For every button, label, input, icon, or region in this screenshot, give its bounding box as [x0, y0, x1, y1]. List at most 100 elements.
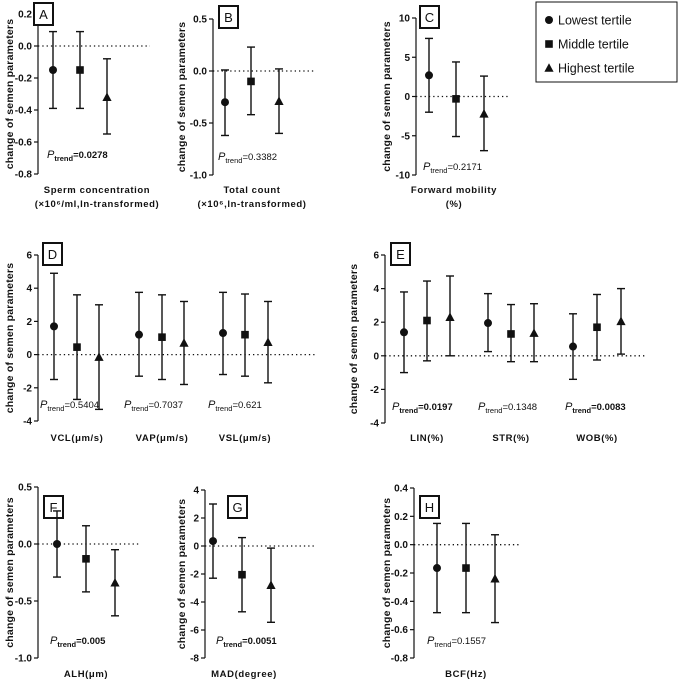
- data-point-circle: [53, 510, 61, 578]
- mean-marker-square: [76, 66, 84, 74]
- y-tick-label: -0.6: [391, 625, 409, 636]
- y-tick-label: 0.5: [193, 15, 207, 26]
- p-subscript: trend: [215, 404, 232, 413]
- mean-marker-square: [82, 555, 90, 563]
- x-axis-label: (%): [446, 199, 463, 210]
- p-subscript: trend: [572, 406, 591, 415]
- mean-marker-square: [452, 95, 460, 103]
- mean-marker-circle: [569, 342, 577, 351]
- y-tick-label: 0.2: [18, 10, 32, 21]
- data-point-triangle: [274, 68, 284, 135]
- panel-letter: E: [396, 247, 405, 262]
- p-trend-annotation: Ptrend=0.3382: [218, 151, 277, 165]
- p-value: =0.0278: [73, 150, 108, 161]
- p-symbol: P: [216, 635, 224, 647]
- mean-marker-triangle: [110, 577, 120, 587]
- y-tick-label: 0.4: [394, 484, 408, 495]
- mean-marker-circle: [219, 329, 227, 338]
- p-subscript: trend: [434, 640, 451, 649]
- panel-letter-box: [43, 495, 64, 519]
- y-axis-label: change of semen parameters: [4, 263, 16, 414]
- mean-marker-triangle: [490, 573, 500, 583]
- y-tick-label: 6: [26, 251, 32, 262]
- mean-marker-triangle: [616, 316, 626, 326]
- mean-marker-circle: [135, 330, 143, 339]
- mean-marker-square: [238, 570, 246, 579]
- mean-marker-triangle: [479, 108, 489, 118]
- mean-marker-triangle: [529, 328, 539, 337]
- y-tick-label: 0: [193, 542, 199, 553]
- y-tick-label: -4: [370, 419, 379, 430]
- p-symbol: P: [47, 149, 55, 161]
- p-symbol: P: [50, 635, 58, 647]
- panel-d: 6 4 2 0 -2 -4 change of semen parameters D Ptren…: [4, 242, 315, 444]
- data-point-square: [423, 280, 431, 362]
- y-tick-label: 6: [373, 251, 379, 262]
- p-trend-annotation: Ptrend=0.1557: [427, 635, 486, 649]
- p-value: =0.0197: [418, 402, 453, 413]
- x-axis-label: VAP(μm/s): [136, 433, 189, 444]
- data-point-triangle: [479, 75, 489, 152]
- data-point-circle: [433, 522, 441, 614]
- panel-letter: C: [425, 10, 434, 25]
- data-point-square: [82, 525, 90, 593]
- p-symbol: P: [40, 399, 48, 411]
- p-value: =0.7037: [148, 400, 183, 411]
- y-tick-label: 0: [404, 92, 410, 103]
- y-axis-label: change of semen parameters: [176, 499, 188, 650]
- mean-marker-square: [241, 330, 249, 339]
- p-trend-annotation: Ptrend=0.5404: [40, 399, 99, 413]
- x-axis-label: BCF(Hz): [445, 669, 487, 679]
- mean-marker-triangle: [266, 580, 276, 589]
- y-tick-label: -4: [23, 417, 32, 428]
- y-tick-label: 0.0: [394, 540, 408, 551]
- mean-marker-circle: [209, 537, 217, 546]
- p-symbol: P: [392, 401, 400, 413]
- panel-letter-box: [218, 5, 239, 29]
- y-tick-label: -10: [396, 171, 411, 182]
- x-axis-label: Total count: [223, 185, 280, 196]
- p-value: =0.005: [76, 636, 106, 647]
- p-subscript: trend: [131, 404, 148, 413]
- p-value: =0.3382: [242, 152, 277, 163]
- x-axis-label: Forward mobility: [411, 185, 497, 196]
- data-point-circle: [484, 292, 492, 353]
- mean-marker-square: [73, 343, 81, 351]
- p-value: =0.1348: [502, 402, 537, 413]
- p-value: =0.0051: [242, 636, 277, 647]
- y-axis-label: change of semen parameters: [348, 264, 360, 415]
- y-tick-label: -2: [190, 570, 199, 581]
- p-subscript: trend: [399, 406, 418, 415]
- y-tick-label: 5: [404, 53, 410, 64]
- p-symbol: P: [565, 401, 573, 413]
- y-axis-label: change of semen parameters: [381, 21, 393, 172]
- panel-letter-box: [390, 242, 411, 266]
- data-point-triangle: [110, 549, 120, 617]
- y-tick-label: -2: [370, 385, 379, 396]
- p-trend-annotation: Ptrend=0.0278: [47, 149, 108, 163]
- mean-marker-square: [462, 564, 470, 572]
- panel-letter-box: [419, 495, 440, 519]
- x-axis-label: (×10⁶,ln-transformed): [197, 199, 306, 210]
- mean-marker-triangle: [179, 338, 189, 347]
- y-tick-label: 0.0: [18, 42, 32, 53]
- y-tick-label: -4: [190, 598, 199, 609]
- panel-letter-box: [42, 242, 63, 266]
- data-point-triangle: [102, 58, 112, 135]
- data-point-square: [593, 293, 601, 361]
- data-point-triangle: [445, 275, 455, 357]
- p-value: =0.5404: [64, 400, 99, 411]
- legend-marker-triangle: [544, 63, 554, 72]
- y-axis-label: change of semen parameters: [176, 22, 188, 173]
- mean-marker-triangle: [263, 337, 273, 346]
- p-trend-annotation: Ptrend=0.7037: [124, 399, 183, 413]
- data-point-square: [507, 303, 515, 363]
- y-tick-label: 2: [26, 317, 32, 328]
- y-tick-label: 0: [373, 351, 379, 362]
- y-axis-label: change of semen parameters: [4, 497, 16, 648]
- y-tick-label: -0.5: [190, 119, 208, 130]
- y-tick-label: -1.0: [190, 171, 208, 182]
